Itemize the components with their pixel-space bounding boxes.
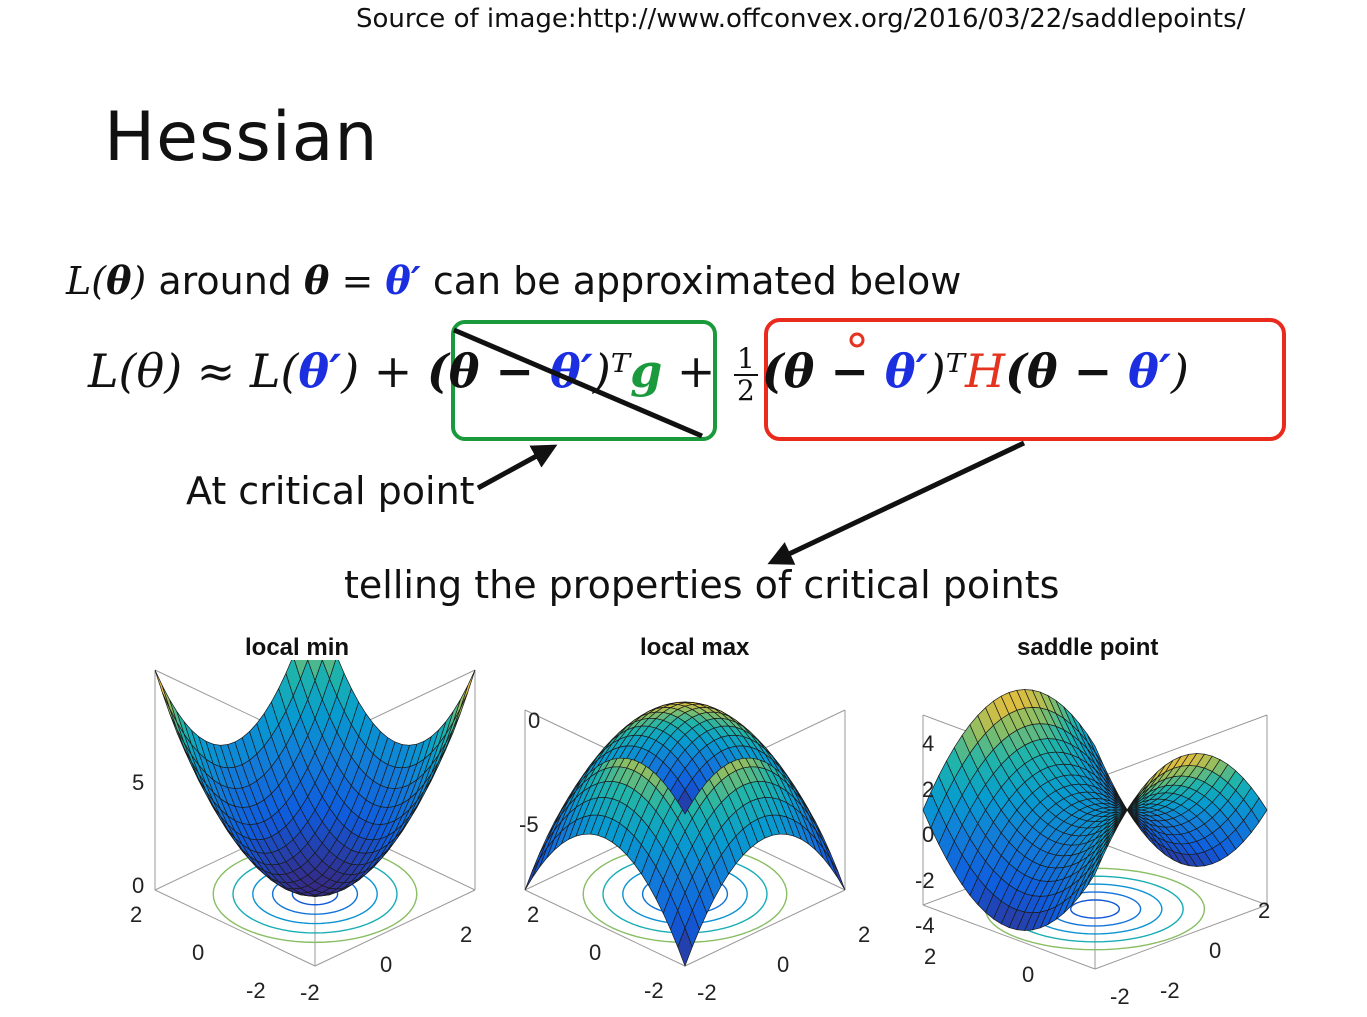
half-numerator: 1 bbox=[734, 344, 758, 376]
hessian-open: (θ − bbox=[761, 344, 885, 398]
hessian-open-2: (θ − bbox=[1005, 344, 1129, 398]
saddle-x-tick: 2 bbox=[924, 944, 937, 969]
min-z-tick: 5 bbox=[132, 770, 145, 795]
min-x-tick: 0 bbox=[192, 940, 205, 965]
saddle-x-tick: -2 bbox=[1110, 984, 1130, 1009]
saddle-y-tick: -2 bbox=[1160, 978, 1180, 1003]
formula-plus-2: + bbox=[662, 344, 731, 398]
saddle-z-tick: -2 bbox=[915, 868, 935, 893]
taylor-formula: L(θ) ≈ L(θ′) + (θ − θ′)ᵀg + 1 2 (θ − θ′)ᵀH… bbox=[88, 344, 1189, 406]
min-y-tick: 2 bbox=[460, 922, 473, 947]
slide-title: Hessian bbox=[104, 98, 379, 177]
max-y-tick: -2 bbox=[697, 980, 717, 1005]
critical-point-arrow bbox=[476, 444, 558, 491]
hessian-theta-prime-2: θ′ bbox=[1128, 344, 1171, 398]
gradient-g: g bbox=[630, 344, 663, 398]
intro-text: L(θ) around θ = θ′ can be approximated b… bbox=[66, 258, 962, 303]
saddle-z-tick: 4 bbox=[922, 731, 935, 756]
max-x-tick: -2 bbox=[644, 978, 664, 1003]
gradient-close: )ᵀ bbox=[592, 344, 631, 398]
surface-mesh bbox=[922, 689, 1268, 931]
saddle-x-tick: 0 bbox=[1022, 962, 1035, 987]
plot-title-saddle-point: saddle point bbox=[1017, 634, 1159, 661]
intro-L: L bbox=[66, 259, 92, 303]
plot-title-local-max: local max bbox=[640, 634, 750, 661]
formula-lhs: L(θ) ≈ L( bbox=[88, 344, 299, 398]
source-caption: Source of image:http://www.offconvex.org… bbox=[356, 4, 1246, 34]
pointer-dot-icon bbox=[849, 332, 865, 348]
local-max-surface-plot bbox=[524, 701, 846, 967]
formula-plus: ) + bbox=[341, 344, 427, 398]
max-y-tick: 2 bbox=[858, 922, 871, 947]
hessian-term-box bbox=[764, 318, 1286, 441]
max-x-tick: 0 bbox=[589, 940, 602, 965]
critical-point-label: At critical point bbox=[186, 469, 475, 513]
min-y-tick: 0 bbox=[380, 952, 393, 977]
min-z-tick: 0 bbox=[132, 873, 145, 898]
gradient-term-box bbox=[451, 320, 717, 441]
formula-theta-prime: θ′ bbox=[298, 344, 342, 398]
plot-title-local-min: local min bbox=[245, 634, 350, 661]
gradient-open: (θ − bbox=[426, 344, 550, 398]
max-y-tick: 0 bbox=[777, 952, 790, 977]
intro-eq: = bbox=[329, 259, 386, 303]
min-x-tick: 2 bbox=[130, 902, 143, 927]
half-denominator: 2 bbox=[737, 374, 755, 407]
surface-mesh bbox=[154, 660, 476, 897]
local-min-surface-plot bbox=[154, 660, 476, 967]
saddle-point-surface-plot bbox=[922, 689, 1268, 970]
intro-theta-2: θ bbox=[304, 258, 330, 303]
intro-around: around bbox=[146, 259, 305, 303]
max-z-tick: 0 bbox=[528, 708, 541, 733]
intro-rest: can be approximated below bbox=[420, 259, 962, 303]
hessian-mid: )ᵀ bbox=[927, 344, 965, 398]
min-x-tick: -2 bbox=[246, 978, 266, 1003]
hessian-H: H bbox=[964, 344, 1006, 398]
saddle-z-tick: -4 bbox=[915, 913, 935, 938]
saddle-z-tick: 2 bbox=[922, 777, 935, 802]
strike-through-line bbox=[453, 327, 703, 439]
surface-mesh bbox=[524, 701, 846, 967]
intro-theta-prime: θ′ bbox=[385, 258, 421, 303]
intro-theta: θ bbox=[106, 258, 132, 303]
hessian-close: ) bbox=[1170, 344, 1189, 398]
max-z-tick: -5 bbox=[519, 812, 539, 837]
saddle-z-tick: 0 bbox=[922, 822, 935, 847]
critical-properties-label: telling the properties of critical point… bbox=[344, 563, 1060, 607]
min-y-tick: -2 bbox=[300, 980, 320, 1005]
saddle-y-tick: 0 bbox=[1209, 938, 1222, 963]
properties-arrow bbox=[767, 440, 1026, 565]
saddle-y-tick: 2 bbox=[1258, 898, 1271, 923]
max-x-tick: 2 bbox=[527, 902, 540, 927]
hessian-theta-prime: θ′ bbox=[884, 344, 928, 398]
